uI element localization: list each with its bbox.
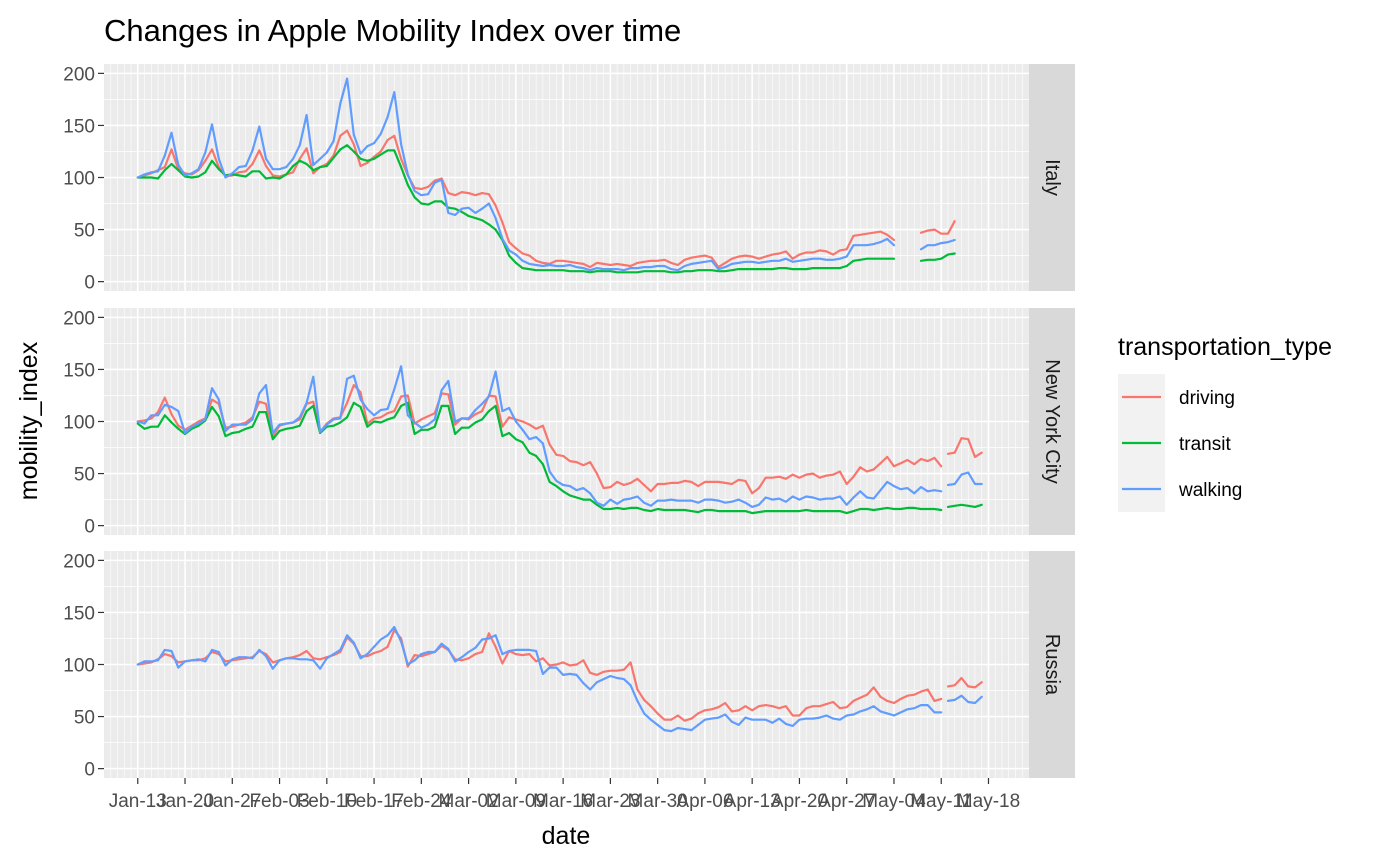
x-tick-label: Mar-23 [580,791,640,812]
facet-strip [1029,308,1075,535]
y-tick-label: 0 [84,760,95,781]
y-tick-label: 50 [74,465,95,486]
x-tick-label: Mar-16 [533,791,593,812]
series-line-walking [946,471,983,487]
facet-strip [1029,64,1075,291]
series-line-walking [136,365,943,508]
facet-panels: 0 50 100 150 200 Italy 0 50 100 150 200 New York Ci… [63,64,1075,812]
y-tick-label: 100 [63,169,95,190]
series-line-driving [136,129,896,269]
series-line-walking [136,625,943,733]
x-tick-label: Feb-10 [297,791,357,812]
facet-panel: 050100150200RussiaJan-13Jan-20Jan-27Feb-… [63,551,1075,812]
facet-panel: 0 50 100 150 200 New York City [63,308,1075,538]
x-tick-label: Mar-02 [439,791,499,812]
series-line-walking [919,238,956,251]
y-tick-label: 200 [63,551,95,572]
x-tick-label: Jan-27 [203,791,261,812]
series-line-driving [919,220,956,235]
y-tick-label: 200 [63,308,95,329]
y-tick-label: 50 [74,708,95,729]
y-tick-label: 0 [84,273,95,294]
legend-label: walking [1178,480,1242,501]
series-line-driving [946,437,983,458]
facet-panel: 0 50 100 150 200 Italy [63,64,1075,294]
y-tick-label: 100 [63,413,95,434]
series-line-driving [946,676,983,689]
legend-title: transportation_type [1118,333,1332,361]
y-tick-label: 100 [63,656,95,677]
x-tick-label: Feb-03 [249,791,309,812]
x-tick-label: Apr-27 [818,791,875,812]
x-tick-label: May-18 [957,791,1020,812]
chart-title: Changes in Apple Mobility Index over tim… [104,13,681,48]
y-tick-label: 50 [74,221,95,242]
x-tick-label: Jan-13 [109,791,167,812]
y-tick-label: 200 [63,64,95,85]
x-tick-label: Mar-30 [628,791,688,812]
legend: transportation_type driving transit walkin… [1118,333,1332,512]
x-axis-title: date [542,822,591,850]
y-tick-label: 150 [63,116,95,137]
x-tick-label: Jan-20 [156,791,214,812]
x-tick-label: May-04 [862,791,926,812]
x-tick-label: Feb-24 [391,791,452,812]
series-line-transit [919,252,956,262]
facet-strip [1029,551,1075,778]
y-axis-title: mobility_index [15,341,43,500]
x-tick-label: May-11 [910,791,972,812]
series-line-walking [136,77,896,272]
x-tick-label: Mar-09 [486,791,546,812]
facet-strip-label: New York City [1041,359,1063,484]
facet-strip-label: Italy [1041,159,1063,196]
legend-label: transit [1179,434,1231,455]
y-tick-label: 150 [63,603,95,624]
y-tick-label: 150 [63,360,95,381]
facet-strip-label: Russia [1041,634,1063,696]
x-tick-label: Apr-20 [771,791,828,812]
legend-item-walking: walking [1122,480,1242,501]
x-tick-label: Feb-17 [344,791,404,812]
legend-item-transit: transit [1122,434,1231,455]
series-line-walking [946,694,983,705]
series-line-transit [136,144,896,274]
series-line-transit [136,401,943,515]
series-line-transit [946,503,983,508]
x-tick-label: Apr-13 [724,791,781,812]
x-tick-label: Apr-06 [676,791,733,812]
legend-label: driving [1179,388,1235,409]
legend-item-driving: driving [1122,388,1235,409]
y-tick-label: 0 [84,517,95,538]
